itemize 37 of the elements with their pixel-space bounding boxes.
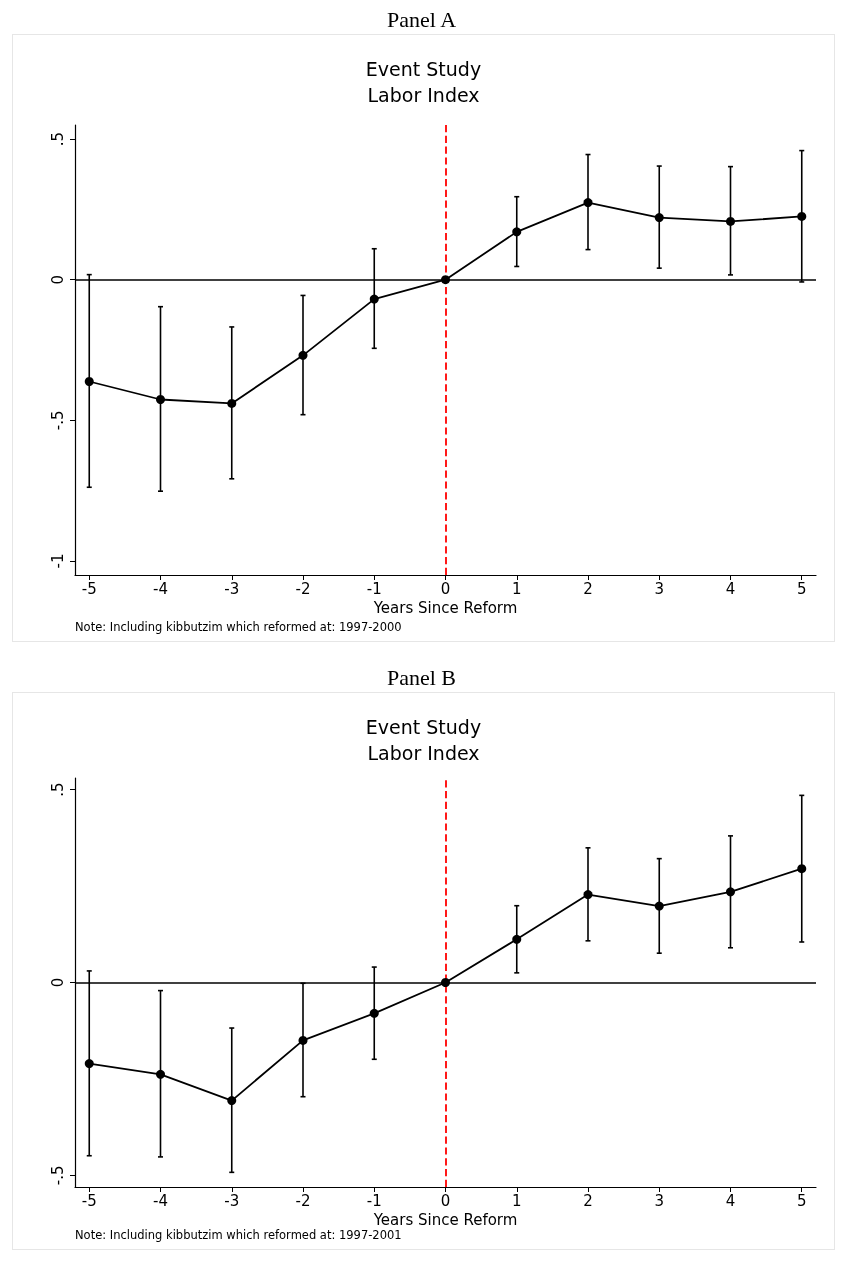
text: Note: Including kibbutzim which reformed at: 1997-2000 [75, 620, 402, 634]
text: Note: Including kibbutzim which reformed at: 1997-2001 [75, 1228, 402, 1242]
y-tick-label: .5 [48, 131, 67, 147]
x-tick-label: 2 [583, 579, 593, 598]
x-tick-label: -1 [366, 579, 382, 598]
y-tick-label: -.5 [48, 1165, 67, 1186]
x-tick-label: 4 [725, 579, 736, 598]
chart-subtitle: Event Study Labor Index [365, 58, 482, 106]
x-tick-label: -3 [224, 579, 240, 598]
y-tick-label: 0 [48, 274, 67, 285]
x-tick-label: 4 [725, 1191, 736, 1210]
chart-subtitle: Event Study Labor Index [365, 716, 482, 764]
x-tick-label: -2 [295, 1191, 311, 1210]
x-tick-label: -3 [224, 1191, 240, 1210]
x-tick-label: 2 [583, 1191, 593, 1210]
y-tick-label: -1 [48, 553, 67, 569]
chart-title: Panel A [385, 6, 458, 34]
x-tick-label: 0 [440, 1191, 451, 1210]
x-tick-label: -1 [366, 1191, 382, 1210]
y-tick-label: .5 [48, 782, 67, 797]
x-tick-label: 3 [654, 1191, 665, 1210]
x-tick-label: -4 [153, 579, 168, 598]
x-tick-label: -4 [153, 1191, 168, 1210]
x-tick-label: -5 [81, 579, 97, 598]
chart-title: Panel B [385, 664, 458, 692]
x-tick-label: -5 [81, 1191, 97, 1210]
x-tick-label: 5 [796, 1191, 807, 1210]
y-tick-label: -.5 [48, 410, 67, 431]
x-tick-label: 0 [440, 579, 451, 598]
x-tick-label: 1 [511, 1191, 522, 1210]
x-tick-label: -2 [295, 579, 311, 598]
x-tick-label: 5 [796, 579, 807, 598]
x-axis-title: Years Since Reform [372, 1211, 518, 1230]
x-axis-title: Years Since Reform [372, 599, 518, 618]
y-tick-label: 0 [48, 977, 67, 988]
x-tick-label: 3 [654, 579, 665, 598]
x-tick-label: 1 [511, 579, 522, 598]
